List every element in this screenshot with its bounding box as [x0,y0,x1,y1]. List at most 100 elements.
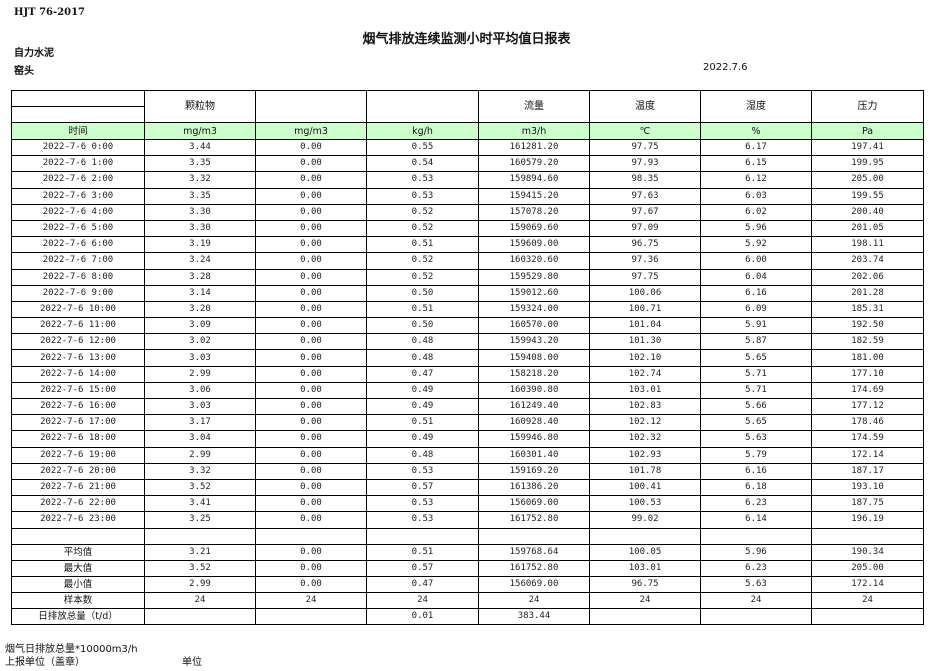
value-cell: 0.51 [366,236,479,254]
table-row: 2022-7-6 23:00 3.25 0.00 0.53 161752.80 99.02… [11,511,924,529]
value-cell: 97.93 [589,155,701,173]
value-cell: 201.05 [811,219,924,238]
value-cell: 0.53 [366,187,479,205]
value-cell: 196.19 [811,511,924,529]
value-cell: 101.30 [589,333,701,351]
value-cell: 100.71 [589,300,701,319]
value-cell: 3.41 [144,495,256,513]
value-cell: 160570.00 [478,317,590,335]
value-cell: 200.40 [811,203,924,221]
value-cell: 172.14 [811,446,924,464]
summary-value: 24 [144,592,256,610]
empty-cell [144,527,256,545]
value-cell: 0.52 [366,219,479,238]
value-cell: 0.00 [255,300,367,319]
summary-row: 样本数 24 24 24 24 24 24 24 [11,592,924,610]
value-cell: 160928.40 [478,414,590,432]
time-cell: 2022-7-6 1:00 [11,155,145,173]
value-cell: 6.16 [700,284,812,302]
table-row: 2022-7-6 20:00 3.32 0.00 0.53 159169.20 101.7… [11,462,924,480]
empty-cell [11,527,145,545]
value-cell: 193.10 [811,478,924,497]
value-cell: 182.59 [811,333,924,351]
value-cell: 185.31 [811,300,924,319]
time-cell: 2022-7-6 11:00 [11,317,145,335]
value-cell: 101.04 [589,317,701,335]
reporter-label: 上报单位（盖章） [5,657,85,668]
value-cell: 0.00 [255,430,367,448]
summary-value: 103.01 [589,559,701,577]
value-cell: 0.00 [255,203,367,221]
summary-value: 96.75 [589,575,701,594]
value-cell: 103.01 [589,381,701,400]
summary-value: 24 [700,592,812,610]
value-cell: 3.52 [144,478,256,497]
time-cell: 2022-7-6 5:00 [11,219,145,238]
site-name: 窑头 [14,66,34,77]
time-cell: 2022-7-6 14:00 [11,365,145,383]
value-cell: 3.24 [144,252,256,270]
table-row: 2022-7-6 13:00 3.03 0.00 0.48 159408.00 102.1… [11,349,924,367]
value-cell: 0.53 [366,495,479,513]
value-cell: 6.03 [700,187,812,205]
summary-value [589,608,701,626]
table-row: 2022-7-6 18:00 3.04 0.00 0.49 159946.80 102.3… [11,430,924,448]
unit-cell: % [700,122,812,140]
value-cell: 187.75 [811,495,924,513]
value-cell: 177.12 [811,397,924,416]
footer-note: 烟气日排放总量*10000m3/h [5,644,138,655]
value-cell: 97.36 [589,252,701,270]
unit-cell: mg/m3 [144,122,256,140]
value-cell: 160301.40 [478,446,590,464]
value-cell: 159012.60 [478,284,590,302]
value-cell: 6.16 [700,462,812,480]
value-cell: 0.50 [366,317,479,335]
summary-value: 159768.64 [478,543,590,561]
value-cell: 161386.20 [478,478,590,497]
summary-value [700,608,812,626]
column-header: 湿度 [700,90,812,123]
value-cell: 0.00 [255,187,367,205]
table-row: 2022-7-6 6:00 3.19 0.00 0.51 159609.00 96.75 5… [11,236,924,254]
time-cell: 2022-7-6 2:00 [11,171,145,189]
table-row: 2022-7-6 8:00 3.28 0.00 0.52 159529.80 97.75 6… [11,268,924,286]
value-cell: 0.00 [255,236,367,254]
blank-row [11,527,924,545]
value-cell: 159943.20 [478,333,590,351]
value-cell: 6.15 [700,155,812,173]
value-cell: 159324.00 [478,300,590,319]
value-cell: 0.00 [255,317,367,335]
time-cell: 2022-7-6 8:00 [11,268,145,286]
time-cell: 2022-7-6 21:00 [11,478,145,497]
value-cell: 0.00 [255,333,367,351]
value-cell: 201.28 [811,284,924,302]
value-cell: 0.00 [255,414,367,432]
value-cell: 0.53 [366,462,479,480]
value-cell: 198.11 [811,236,924,254]
value-cell: 157078.20 [478,203,590,221]
time-cell: 2022-7-6 12:00 [11,333,145,351]
value-cell: 2.99 [144,446,256,464]
column-header [255,90,367,123]
value-cell: 0.00 [255,462,367,480]
table-row: 2022-7-6 3:00 3.35 0.00 0.53 159415.20 97.63 6… [11,187,924,205]
value-cell: 0.48 [366,349,479,367]
value-cell: 0.53 [366,171,479,189]
value-cell: 177.10 [811,365,924,383]
value-cell: 181.00 [811,349,924,367]
column-header [11,90,145,123]
value-cell: 3.25 [144,511,256,529]
summary-label: 最小值 [11,575,145,594]
summary-value: 0.47 [366,575,479,594]
value-cell: 102.12 [589,414,701,432]
value-cell: 159069.60 [478,219,590,238]
value-cell: 6.09 [700,300,812,319]
time-cell: 2022-7-6 6:00 [11,236,145,254]
value-cell: 0.48 [366,446,479,464]
value-cell: 97.67 [589,203,701,221]
value-cell: 5.63 [700,430,812,448]
summary-value: 5.63 [700,575,812,594]
value-cell: 0.49 [366,381,479,400]
value-cell: 6.14 [700,511,812,529]
value-cell: 0.00 [255,349,367,367]
